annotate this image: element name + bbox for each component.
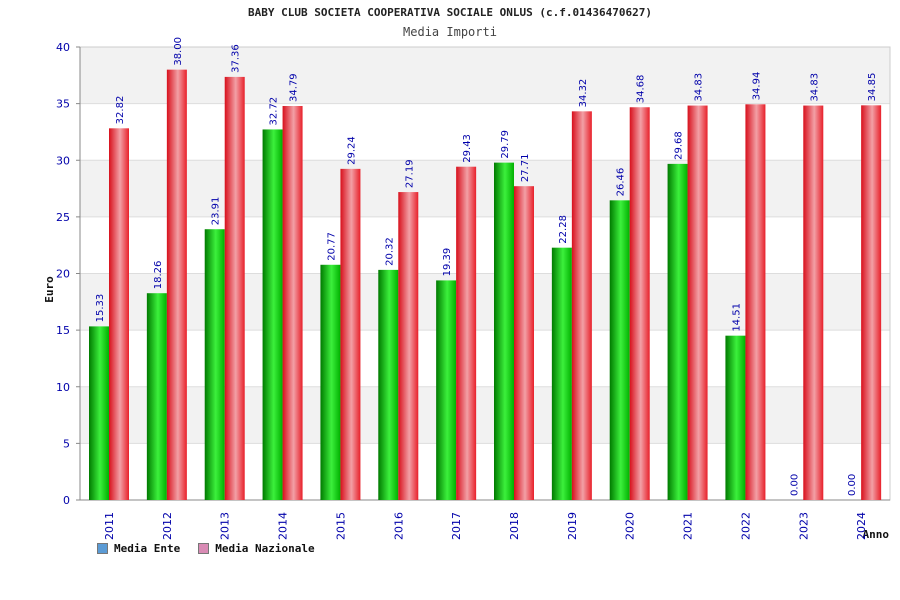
legend-swatch-ente [97, 543, 108, 554]
x-axis-label: Anno [863, 528, 890, 541]
legend: Media Ente Media Nazionale [97, 542, 315, 555]
x-tick-label: 2021 [682, 512, 695, 540]
bar-media-nazionale [745, 104, 766, 500]
bar-media-ente [262, 129, 283, 501]
bar-media-nazionale [398, 192, 419, 501]
x-tick-label: 2015 [334, 512, 347, 540]
data-label: 34.68 [636, 75, 647, 104]
y-tick-label: 30 [56, 154, 70, 167]
grid-band [80, 160, 890, 217]
bar-media-nazionale [571, 111, 592, 501]
data-label: 34.32 [578, 79, 589, 108]
bar-media-nazionale [224, 76, 245, 500]
x-tick-label: 2013 [219, 512, 232, 540]
bar-media-nazionale [340, 168, 361, 500]
data-label: 26.46 [616, 168, 627, 197]
x-tick-label: 2019 [566, 512, 579, 540]
data-label: 29.68 [674, 131, 685, 160]
data-label: 15.33 [95, 294, 106, 323]
y-tick-label: 10 [56, 381, 70, 394]
x-tick-label: 2022 [739, 512, 752, 540]
data-label: 32.72 [269, 97, 280, 126]
data-label: 37.36 [231, 44, 242, 73]
x-tick-label: 2017 [450, 512, 463, 540]
data-label: 23.91 [211, 197, 222, 226]
legend-item-ente: Media Ente [97, 542, 180, 555]
data-label: 0.00 [847, 474, 858, 496]
data-label: 34.79 [289, 73, 300, 102]
data-label: 34.83 [694, 73, 705, 102]
data-label: 27.19 [404, 159, 415, 188]
bar-media-ente [89, 326, 109, 500]
bar-media-ente [551, 247, 572, 500]
chart-title: BABY CLUB SOCIETA COOPERATIVA SOCIALE ON… [248, 6, 652, 19]
y-tick-label: 5 [63, 437, 70, 450]
bar-media-ente [609, 200, 630, 500]
data-label: 19.39 [442, 248, 453, 277]
y-axis-label: Euro [43, 276, 56, 303]
data-label: 20.32 [384, 237, 395, 266]
legend-item-nazionale: Media Nazionale [198, 542, 315, 555]
x-tick-label: 2018 [508, 512, 521, 540]
grid-band [80, 216, 890, 274]
data-label: 0.00 [789, 474, 800, 496]
legend-label-ente: Media Ente [114, 542, 181, 555]
bar-media-nazionale [629, 107, 650, 501]
bar-media-ente [378, 269, 399, 500]
x-tick-label: 2020 [624, 512, 637, 540]
data-label: 32.82 [115, 96, 126, 125]
data-label: 29.24 [346, 136, 357, 165]
chart-subtitle: Media Importi [403, 25, 497, 39]
bar-media-nazionale [861, 105, 882, 500]
x-tick-label: 2023 [797, 512, 810, 540]
data-label: 34.83 [809, 73, 820, 102]
x-tick-label: 2016 [392, 512, 405, 540]
data-label: 29.79 [500, 130, 511, 159]
bar-media-ente [436, 280, 457, 500]
data-label: 20.77 [326, 232, 337, 261]
grid-band [80, 103, 890, 161]
y-tick-label: 35 [56, 98, 70, 111]
bar-media-nazionale [687, 105, 708, 501]
data-label: 29.43 [462, 134, 473, 163]
legend-label-nazionale: Media Nazionale [215, 542, 315, 555]
x-tick-label: 2014 [277, 512, 290, 540]
data-label: 38.00 [173, 37, 184, 66]
data-label: 27.71 [520, 154, 531, 183]
legend-swatch-nazionale [198, 543, 210, 554]
data-label: 14.51 [731, 303, 742, 332]
y-tick-label: 15 [56, 324, 70, 337]
bar-media-ente [667, 163, 688, 500]
y-tick-label: 20 [56, 268, 70, 281]
data-label: 34.94 [751, 72, 762, 101]
bar-media-nazionale [166, 69, 187, 501]
bar-media-ente [204, 229, 225, 501]
bar-media-ente [320, 264, 341, 500]
grid-band [80, 386, 890, 444]
bar-media-nazionale [514, 186, 534, 500]
x-tick-label: 2024 [855, 512, 868, 540]
bar-media-nazionale [803, 105, 824, 501]
grid-band [80, 443, 890, 500]
grid-band [80, 330, 890, 387]
bar-media-nazionale [109, 128, 129, 500]
data-label: 34.85 [867, 73, 878, 102]
bar-media-nazionale [456, 166, 477, 500]
y-tick-label: 0 [63, 494, 70, 507]
data-label: 22.28 [558, 215, 569, 244]
bar-media-ente [146, 293, 167, 500]
grid-band [80, 273, 890, 331]
y-tick-label: 40 [56, 41, 70, 54]
y-tick-label: 25 [56, 211, 70, 224]
bar-media-ente [494, 162, 514, 501]
x-tick-label: 2012 [161, 512, 174, 540]
grid-band [80, 47, 890, 104]
bar-media-ente [725, 335, 746, 500]
data-label: 18.26 [153, 261, 164, 290]
x-tick-label: 2011 [103, 512, 116, 540]
bar-media-nazionale [282, 106, 303, 501]
